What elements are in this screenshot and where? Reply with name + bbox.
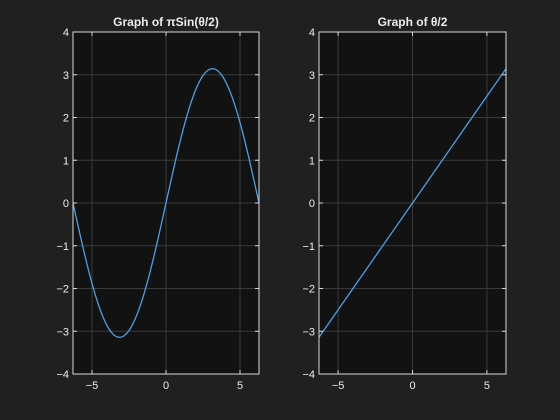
right-y-tick-label: −1 — [302, 241, 315, 253]
left-y-tick-label: 0 — [63, 198, 69, 210]
left-series-line — [73, 68, 259, 338]
right-y-tick-label: −4 — [302, 369, 315, 381]
left-chart-title: Graph of πSin(θ/2) — [113, 15, 219, 29]
right-y-tick-label: −3 — [302, 326, 315, 338]
left-x-tick-label: 5 — [237, 380, 243, 392]
left-y-tick-label: 4 — [63, 27, 69, 39]
right-y-tick-label: −2 — [302, 284, 315, 296]
right-x-tick-label: −5 — [332, 380, 345, 392]
right-y-tick-label: 2 — [309, 113, 315, 125]
right-y-tick-label: 3 — [309, 70, 315, 82]
right-chart-title: Graph of θ/2 — [378, 15, 448, 29]
left-y-tick-label: −3 — [56, 326, 69, 338]
left-y-tick-label: −2 — [56, 284, 69, 296]
right-series-line — [319, 68, 506, 338]
right-chart-axes: 4 3 2 1 0 −1 −2 −3 −4 −5 0 5 Graph of θ/2 — [302, 15, 507, 392]
left-y-tick-label: −1 — [56, 241, 69, 253]
left-y-tick-label: 1 — [63, 155, 69, 167]
left-chart-axes: 4 3 2 1 0 −1 −2 −3 −4 −5 0 5 Graph of πSin(θ/2) — [56, 15, 260, 392]
right-x-tick-label: 0 — [409, 380, 415, 392]
left-y-tick-label: 3 — [63, 70, 69, 82]
right-x-tick-label: 5 — [484, 380, 490, 392]
right-y-tick-label: 4 — [309, 27, 315, 39]
left-y-tick-label: −4 — [56, 369, 69, 381]
left-y-tick-label: 2 — [63, 113, 69, 125]
right-y-tick-label: 1 — [309, 155, 315, 167]
left-x-tick-label: 0 — [163, 380, 169, 392]
right-y-tick-label: 0 — [309, 198, 315, 210]
left-x-tick-label: −5 — [86, 380, 99, 392]
